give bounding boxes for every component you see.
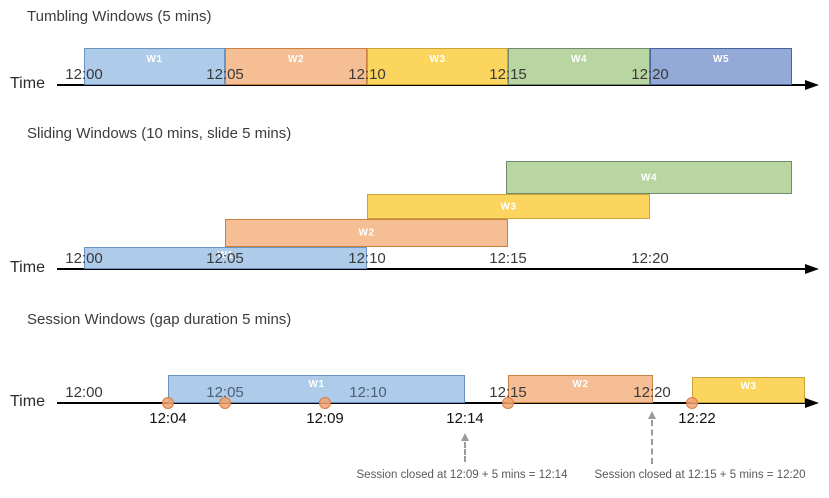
window-label: W1: [146, 54, 163, 65]
window-label: W1: [308, 379, 325, 390]
event-dot: [502, 397, 514, 409]
tumbling-tick-1205: 12:05: [206, 66, 244, 83]
sliding-window-w3: W3: [367, 194, 650, 219]
session-time-axis: [57, 402, 807, 404]
event-dot: [162, 397, 174, 409]
tumbling-title: Tumbling Windows (5 mins): [27, 8, 212, 25]
event-time-label-1222: 12:22: [678, 410, 716, 427]
sliding-axis-label: Time: [10, 259, 45, 276]
window-label: W4: [571, 54, 587, 65]
window-label: W3: [429, 54, 446, 65]
tumbling-tick-1220: 12:20: [631, 66, 669, 83]
sliding-title: Sliding Windows (10 mins, slide 5 mins): [27, 125, 292, 142]
tumbling-window-w5: W5: [650, 48, 792, 85]
session-tick-1220: 12:20: [633, 384, 671, 401]
session-title: Session Windows (gap duration 5 mins): [27, 311, 292, 328]
session-tick-1200: 12:00: [65, 384, 103, 401]
session-tick-1210: 12:10: [349, 384, 387, 401]
event-time-label-1209: 12:09: [306, 410, 344, 427]
session-tick-1205: 12:05: [206, 384, 244, 401]
sliding-window-w2: W2: [225, 219, 508, 247]
window-label: W2: [358, 227, 375, 239]
window-label: W2: [288, 54, 304, 65]
sliding-tick-1220: 12:20: [631, 250, 669, 267]
annotation-arrow-line: [651, 420, 653, 464]
tumbling-window-w1: W1: [84, 48, 225, 85]
tumbling-window-w3: W3: [367, 48, 508, 85]
event-dot: [219, 397, 231, 409]
tumbling-axis-label: Time: [10, 75, 45, 92]
sliding-window-w1: W1: [84, 247, 367, 269]
window-label: W3: [500, 201, 517, 212]
tumbling-tick-1200: 12:00: [65, 66, 103, 83]
annotation-arrow-line: [464, 442, 466, 462]
event-dot: [686, 397, 698, 409]
session-closed-annotation-1: Session closed at 12:09 + 5 mins = 12:14: [356, 469, 568, 481]
session-window-w3: W3: [692, 377, 805, 403]
sliding-time-axis: [57, 268, 807, 270]
window-label: W5: [713, 54, 729, 65]
session-window-w2: W2: [508, 375, 653, 403]
annotation-arrow-up-icon: [648, 411, 656, 419]
sliding-tick-1215: 12:15: [489, 250, 527, 267]
event-dot: [319, 397, 331, 409]
tumbling-window-w4: W4: [508, 48, 650, 85]
tumbling-tick-1210: 12:10: [348, 66, 386, 83]
session-axis-label: Time: [10, 393, 45, 410]
sliding-tick-1200: 12:00: [65, 250, 103, 267]
window-label: W3: [740, 381, 757, 392]
tumbling-time-axis: [57, 84, 807, 86]
sliding-window-w4: W4: [506, 161, 792, 194]
session-window-w1: W1: [168, 375, 465, 403]
window-label: W2: [572, 379, 589, 390]
event-time-label-1214: 12:14: [446, 410, 484, 427]
window-label: W4: [641, 172, 657, 183]
session-closed-annotation-2: Session closed at 12:15 + 5 mins = 12:20: [594, 469, 806, 481]
sliding-tick-1210: 12:10: [348, 250, 386, 267]
tumbling-window-w2: W2: [225, 48, 367, 85]
sliding-axis-arrowhead-icon: [805, 264, 819, 274]
window-label: W1: [217, 250, 234, 261]
tumbling-axis-arrowhead-icon: [805, 80, 819, 90]
sliding-tick-1205: 12:05: [206, 250, 244, 267]
session-axis-arrowhead-icon: [805, 398, 819, 408]
session-tick-1215: 12:15: [489, 384, 527, 401]
event-time-label-1204: 12:04: [149, 410, 187, 427]
tumbling-tick-1215: 12:15: [489, 66, 527, 83]
annotation-arrow-up-icon: [461, 433, 469, 441]
